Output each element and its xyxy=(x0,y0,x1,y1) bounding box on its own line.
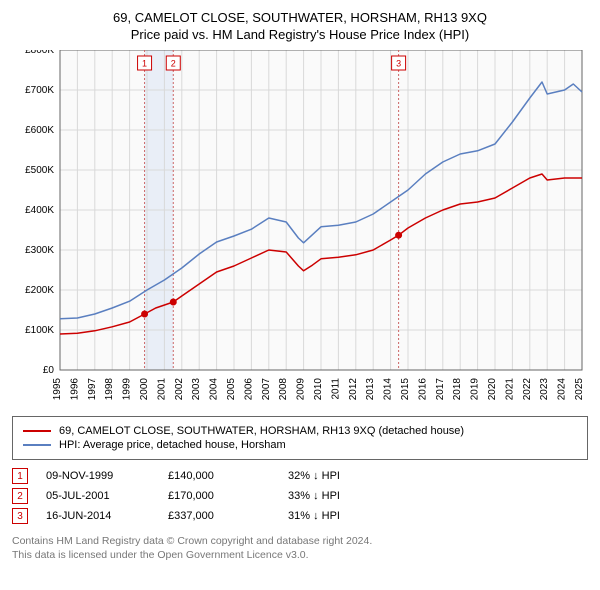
svg-text:2023: 2023 xyxy=(539,378,550,401)
license-line-1: Contains HM Land Registry data © Crown c… xyxy=(12,534,588,548)
svg-text:2022: 2022 xyxy=(522,378,533,401)
chart-plot-area: £0 £100K £200K £300K £400K £500K £600K £700K £80… xyxy=(12,50,588,410)
marker-diff: 32% ↓ HPI xyxy=(288,470,340,482)
license-line-2: This data is licensed under the Open Gov… xyxy=(12,548,588,562)
svg-text:£400K: £400K xyxy=(25,205,54,216)
svg-text:1996: 1996 xyxy=(69,378,80,401)
svg-text:2: 2 xyxy=(171,59,176,69)
legend-label: HPI: Average price, detached house, Hors… xyxy=(59,439,286,451)
marker-row: 205-JUL-2001£170,00033% ↓ HPI xyxy=(12,488,588,504)
chart-subtitle: Price paid vs. HM Land Registry's House … xyxy=(12,27,588,42)
svg-text:2005: 2005 xyxy=(226,378,237,401)
svg-text:2016: 2016 xyxy=(417,378,428,401)
svg-text:2003: 2003 xyxy=(191,378,202,401)
svg-text:1998: 1998 xyxy=(104,378,115,401)
svg-text:2002: 2002 xyxy=(174,378,185,401)
marker-row: 316-JUN-2014£337,00031% ↓ HPI xyxy=(12,508,588,524)
marker-badge: 3 xyxy=(12,508,28,524)
legend-box: 69, CAMELOT CLOSE, SOUTHWATER, HORSHAM, … xyxy=(12,416,588,460)
svg-text:2014: 2014 xyxy=(383,378,394,401)
svg-text:£600K: £600K xyxy=(25,125,54,136)
svg-text:2010: 2010 xyxy=(313,378,324,401)
chart-title: 69, CAMELOT CLOSE, SOUTHWATER, HORSHAM, … xyxy=(12,10,588,25)
svg-text:£100K: £100K xyxy=(25,325,54,336)
svg-text:2021: 2021 xyxy=(504,378,515,401)
svg-text:2001: 2001 xyxy=(156,378,167,401)
svg-text:3: 3 xyxy=(396,59,401,69)
legend-swatch xyxy=(23,430,51,432)
svg-text:2013: 2013 xyxy=(365,378,376,401)
legend-row: 69, CAMELOT CLOSE, SOUTHWATER, HORSHAM, … xyxy=(23,425,577,437)
svg-text:2011: 2011 xyxy=(330,378,341,400)
marker-diff: 31% ↓ HPI xyxy=(288,510,340,522)
svg-text:2012: 2012 xyxy=(348,378,359,401)
svg-text:2025: 2025 xyxy=(574,378,585,401)
svg-text:2020: 2020 xyxy=(487,378,498,401)
marker-date: 16-JUN-2014 xyxy=(28,510,168,522)
svg-text:£300K: £300K xyxy=(25,245,54,256)
legend-row: HPI: Average price, detached house, Hors… xyxy=(23,439,577,451)
svg-text:1999: 1999 xyxy=(122,378,133,401)
legend-swatch xyxy=(23,444,51,446)
svg-text:£700K: £700K xyxy=(25,85,54,96)
marker-diff: 33% ↓ HPI xyxy=(288,490,340,502)
svg-text:2009: 2009 xyxy=(296,378,307,401)
marker-badge: 2 xyxy=(12,488,28,504)
svg-text:£200K: £200K xyxy=(25,285,54,296)
marker-date: 09-NOV-1999 xyxy=(28,470,168,482)
svg-text:1997: 1997 xyxy=(87,378,98,401)
marker-date: 05-JUL-2001 xyxy=(28,490,168,502)
svg-text:2018: 2018 xyxy=(452,378,463,401)
svg-text:2006: 2006 xyxy=(243,378,254,401)
svg-text:1995: 1995 xyxy=(52,378,63,401)
svg-text:£500K: £500K xyxy=(25,165,54,176)
svg-text:2004: 2004 xyxy=(209,378,220,401)
svg-text:2015: 2015 xyxy=(400,378,411,401)
marker-price: £170,000 xyxy=(168,490,288,502)
svg-text:£0: £0 xyxy=(43,365,55,376)
chart-container: 69, CAMELOT CLOSE, SOUTHWATER, HORSHAM, … xyxy=(0,0,600,590)
marker-row: 109-NOV-1999£140,00032% ↓ HPI xyxy=(12,468,588,484)
legend-label: 69, CAMELOT CLOSE, SOUTHWATER, HORSHAM, … xyxy=(59,425,464,437)
marker-table: 109-NOV-1999£140,00032% ↓ HPI 205-JUL-200… xyxy=(12,468,588,524)
svg-text:2008: 2008 xyxy=(278,378,289,401)
marker-badge: 1 xyxy=(12,468,28,484)
marker-price: £140,000 xyxy=(168,470,288,482)
svg-text:2000: 2000 xyxy=(139,378,150,401)
svg-text:2017: 2017 xyxy=(435,378,446,401)
license-text: Contains HM Land Registry data © Crown c… xyxy=(12,534,588,562)
line-chart-svg: £0 £100K £200K £300K £400K £500K £600K £700K £80… xyxy=(12,50,588,410)
svg-text:1: 1 xyxy=(142,59,147,69)
svg-text:£800K: £800K xyxy=(25,50,54,56)
svg-text:2007: 2007 xyxy=(261,378,272,401)
svg-text:2019: 2019 xyxy=(470,378,481,401)
marker-price: £337,000 xyxy=(168,510,288,522)
svg-text:2024: 2024 xyxy=(557,378,568,401)
